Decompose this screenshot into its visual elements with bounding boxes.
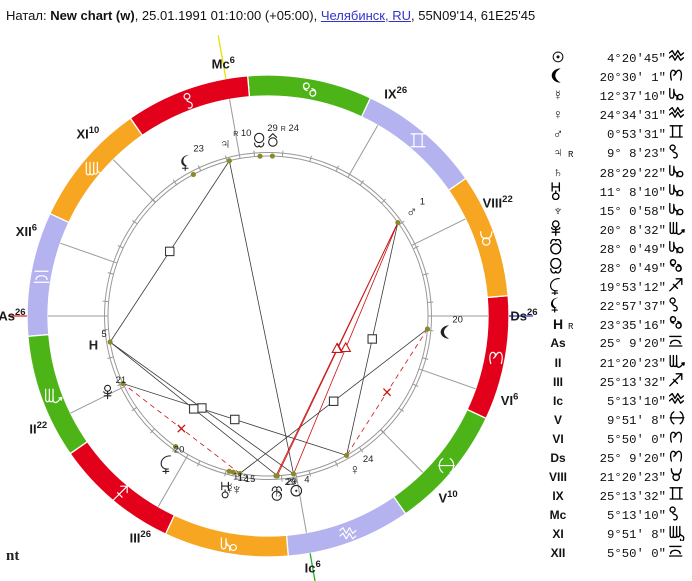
svg-text:VI6: VI6 — [501, 391, 519, 408]
svg-text:R 24: R 24 — [281, 123, 299, 134]
svg-text:♆: ♆ — [231, 482, 242, 499]
svg-text:H: H — [89, 337, 98, 352]
svg-text:VIII22: VIII22 — [483, 194, 513, 211]
svg-text:III26: III26 — [130, 528, 151, 545]
svg-text:20: 20 — [174, 445, 185, 456]
svg-text:24: 24 — [363, 454, 374, 465]
svg-text:♂: ♂ — [406, 204, 417, 221]
svg-text:V10: V10 — [438, 489, 457, 506]
svg-text:IX26: IX26 — [384, 85, 407, 102]
svg-text:II22: II22 — [29, 420, 47, 437]
svg-text:29: 29 — [285, 477, 296, 488]
svg-text:20: 20 — [452, 314, 463, 325]
svg-text:As26: As26 — [0, 307, 26, 324]
svg-text:Ds26: Ds26 — [510, 307, 537, 324]
svg-text:29: 29 — [267, 123, 278, 134]
svg-text:♃: ♃ — [220, 136, 231, 153]
svg-text:5: 5 — [101, 329, 106, 340]
svg-text:15: 15 — [245, 474, 256, 485]
svg-text:1: 1 — [420, 197, 425, 208]
svg-text:21: 21 — [116, 375, 127, 386]
svg-text:4: 4 — [304, 475, 309, 486]
svg-text:Mc6: Mc6 — [212, 54, 235, 71]
svg-text:R 10: R 10 — [233, 128, 251, 139]
svg-text:♀: ♀ — [349, 462, 360, 479]
svg-text:XI10: XI10 — [76, 125, 99, 142]
svg-text:Ic6: Ic6 — [305, 559, 321, 576]
svg-text:23: 23 — [193, 143, 204, 154]
svg-text:XII6: XII6 — [16, 222, 37, 239]
